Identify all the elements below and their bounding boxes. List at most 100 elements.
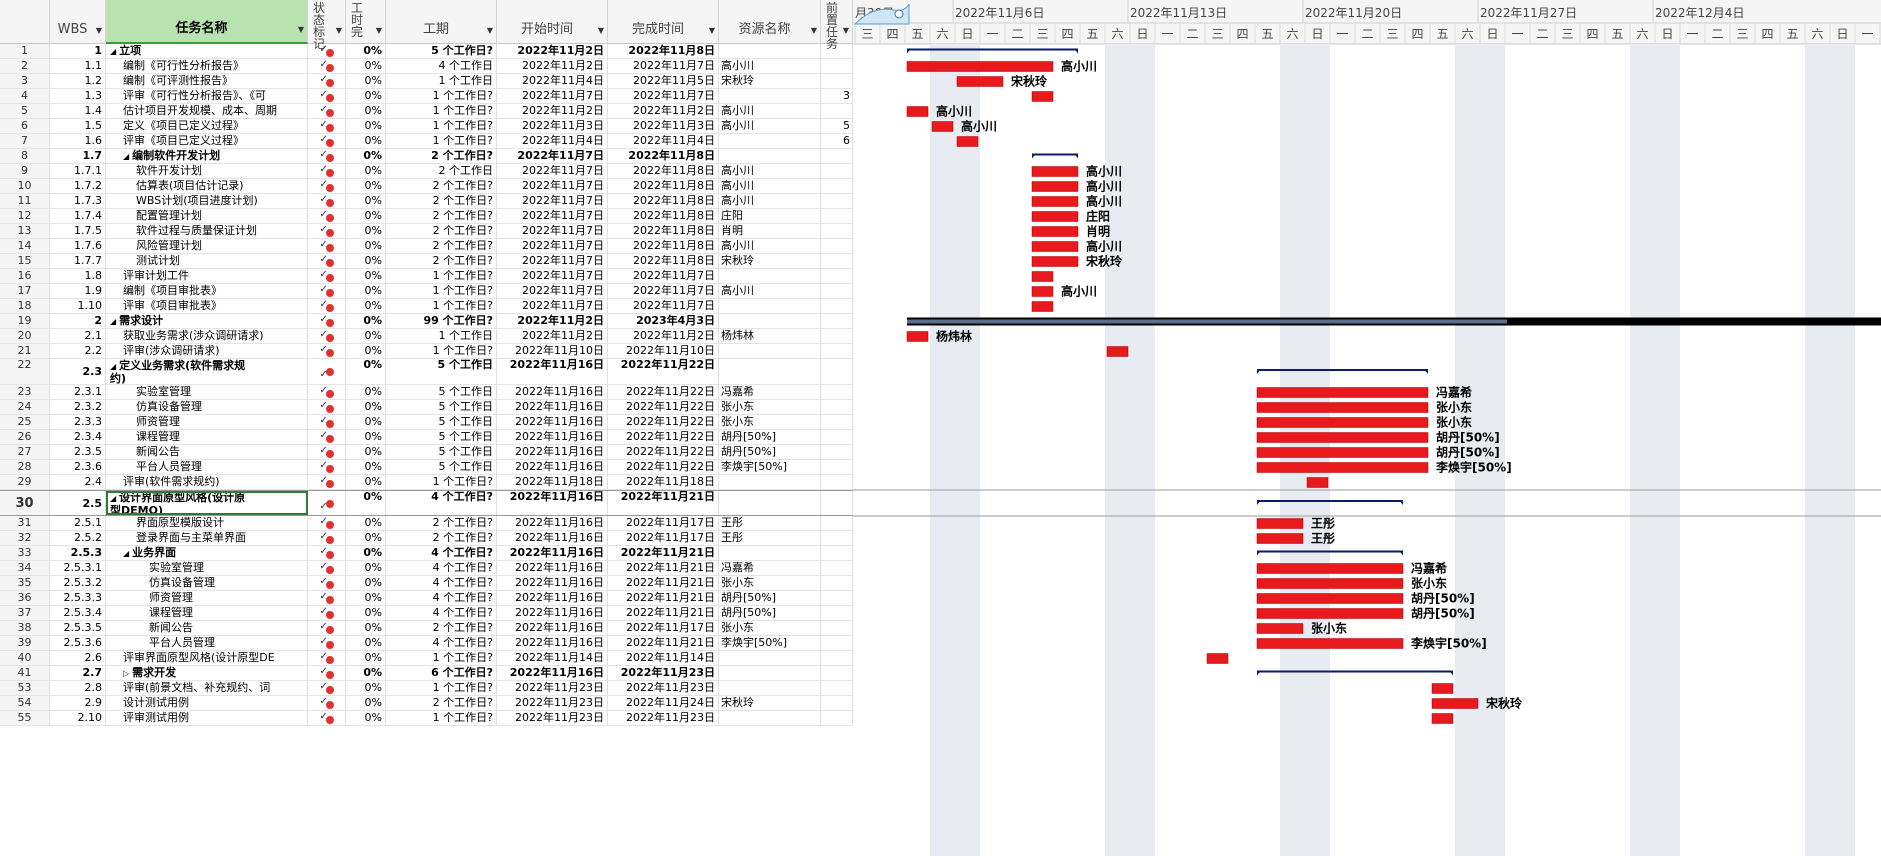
- finish-date-cell[interactable]: 2022年11月7日: [608, 269, 719, 283]
- start-date-cell[interactable]: 2022年11月16日: [497, 621, 608, 635]
- row-number[interactable]: 13: [0, 224, 50, 238]
- resource-cell[interactable]: 张小东: [719, 576, 821, 590]
- finish-date-cell[interactable]: 2022年11月7日: [608, 284, 719, 298]
- wbs-cell[interactable]: 2.5: [50, 491, 106, 515]
- task-row[interactable]: 25 2.3.3 师资管理 ✓ 0% 5 个工作日 2022年11月16日 2022年11月2…: [0, 415, 853, 430]
- percent-complete-cell[interactable]: 0%: [346, 59, 386, 73]
- task-bar[interactable]: [1031, 196, 1079, 207]
- resource-cell[interactable]: 高小川: [719, 104, 821, 118]
- start-date-cell[interactable]: 2022年11月23日: [497, 681, 608, 695]
- predecessor-cell[interactable]: [821, 531, 853, 545]
- predecessor-cell[interactable]: [821, 415, 853, 429]
- predecessor-cell[interactable]: [821, 104, 853, 118]
- duration-cell[interactable]: 6 个工作日?: [386, 666, 497, 680]
- task-name-cell[interactable]: 评审(前景文档、补充规约、词: [106, 681, 308, 695]
- column-header-finish[interactable]: 完成时间 ▼: [608, 0, 719, 44]
- finish-date-cell[interactable]: 2022年11月22日: [608, 445, 719, 459]
- finish-date-cell[interactable]: 2022年11月8日: [608, 194, 719, 208]
- status-cell[interactable]: ✓: [308, 546, 346, 560]
- row-number[interactable]: 12: [0, 209, 50, 223]
- percent-complete-cell[interactable]: 0%: [346, 359, 386, 384]
- row-number[interactable]: 23: [0, 385, 50, 399]
- duration-cell[interactable]: 5 个工作日: [386, 385, 497, 399]
- expand-icon[interactable]: ▷: [123, 669, 130, 678]
- start-date-cell[interactable]: 2022年11月16日: [497, 516, 608, 530]
- resource-cell[interactable]: 杨炜林: [719, 329, 821, 343]
- filter-dropdown-icon[interactable]: ▼: [810, 26, 817, 35]
- status-cell[interactable]: ✓: [308, 516, 346, 530]
- percent-complete-cell[interactable]: 0%: [346, 696, 386, 710]
- predecessor-cell[interactable]: [821, 194, 853, 208]
- resource-cell[interactable]: 李焕宇[50%]: [719, 636, 821, 650]
- status-cell[interactable]: ✓: [308, 179, 346, 193]
- predecessor-cell[interactable]: [821, 385, 853, 399]
- percent-complete-cell[interactable]: 0%: [346, 134, 386, 148]
- finish-date-cell[interactable]: 2022年11月2日: [608, 329, 719, 343]
- finish-date-cell[interactable]: 2022年11月21日: [608, 591, 719, 605]
- resource-cell[interactable]: 高小川: [719, 179, 821, 193]
- percent-complete-cell[interactable]: 0%: [346, 576, 386, 590]
- resource-cell[interactable]: 冯嘉希: [719, 385, 821, 399]
- resource-cell[interactable]: [719, 651, 821, 665]
- task-row[interactable]: 27 2.3.5 新闻公告 ✓ 0% 5 个工作日 2022年11月16日 2022年11月2…: [0, 445, 853, 460]
- percent-complete-cell[interactable]: 0%: [346, 314, 386, 328]
- task-row[interactable]: 32 2.5.2 登录界面与主菜单界面 ✓ 0% 2 个工作日? 2022年11月16日 20…: [0, 531, 853, 546]
- gantt-bars[interactable]: 高小川宋秋玲高小川高小川高小川高小川高小川庄阳肖明高小川宋秋玲高小川杨炜林冯嘉希…: [906, 48, 1881, 724]
- task-name-cell[interactable]: WBS计划(项目进度计划): [106, 194, 308, 208]
- predecessor-cell[interactable]: [821, 44, 853, 58]
- task-bar[interactable]: [1256, 608, 1404, 619]
- percent-complete-cell[interactable]: 0%: [346, 561, 386, 575]
- filter-dropdown-icon[interactable]: ▼: [597, 26, 604, 35]
- duration-cell[interactable]: 2 个工作日?: [386, 239, 497, 253]
- collapse-icon[interactable]: ◢: [123, 549, 130, 558]
- start-date-cell[interactable]: 2022年11月7日: [497, 299, 608, 313]
- wbs-cell[interactable]: 1.7.5: [50, 224, 106, 238]
- finish-date-cell[interactable]: 2022年11月21日: [608, 636, 719, 650]
- predecessor-cell[interactable]: [821, 651, 853, 665]
- resource-cell[interactable]: 高小川: [719, 239, 821, 253]
- status-cell[interactable]: ✓: [308, 400, 346, 414]
- duration-cell[interactable]: 4 个工作日?: [386, 561, 497, 575]
- finish-date-cell[interactable]: 2022年11月10日: [608, 344, 719, 358]
- gantt-canvas[interactable]: 三四五六日一二三四五六日一二三四五六日一二三四五六日一二三四五六日一二三四五六日…: [853, 0, 1881, 856]
- duration-cell[interactable]: 4 个工作日?: [386, 606, 497, 620]
- task-bar[interactable]: [1031, 256, 1079, 267]
- finish-date-cell[interactable]: 2022年11月4日: [608, 134, 719, 148]
- start-date-cell[interactable]: 2022年11月16日: [497, 606, 608, 620]
- start-date-cell[interactable]: 2022年11月16日: [497, 400, 608, 414]
- finish-date-cell[interactable]: 2022年11月5日: [608, 74, 719, 88]
- predecessor-cell[interactable]: [821, 475, 853, 489]
- predecessor-cell[interactable]: 5: [821, 119, 853, 133]
- wbs-cell[interactable]: 2.5.3.2: [50, 576, 106, 590]
- task-name-cell[interactable]: 评审测试用例: [106, 711, 308, 725]
- duration-cell[interactable]: 2 个工作日?: [386, 696, 497, 710]
- finish-date-cell[interactable]: 2022年11月23日: [608, 666, 719, 680]
- duration-cell[interactable]: 4 个工作日?: [386, 546, 497, 560]
- duration-cell[interactable]: 2 个工作日?: [386, 516, 497, 530]
- filter-dropdown-icon[interactable]: ▼: [842, 26, 849, 35]
- status-cell[interactable]: ✓: [308, 329, 346, 343]
- status-cell[interactable]: ✓: [308, 59, 346, 73]
- start-date-cell[interactable]: 2022年11月7日: [497, 269, 608, 283]
- resource-cell[interactable]: 张小东: [719, 400, 821, 414]
- wbs-cell[interactable]: 1.10: [50, 299, 106, 313]
- task-name-cell[interactable]: 师资管理: [106, 591, 308, 605]
- predecessor-cell[interactable]: [821, 666, 853, 680]
- task-name-cell[interactable]: 配置管理计划: [106, 209, 308, 223]
- start-date-cell[interactable]: 2022年11月7日: [497, 179, 608, 193]
- predecessor-cell[interactable]: [821, 681, 853, 695]
- wbs-cell[interactable]: 2.7: [50, 666, 106, 680]
- finish-date-cell[interactable]: 2022年11月3日: [608, 119, 719, 133]
- task-name-cell[interactable]: 软件过程与质量保证计划: [106, 224, 308, 238]
- finish-date-cell[interactable]: 2022年11月7日: [608, 59, 719, 73]
- status-cell[interactable]: ✓: [308, 666, 346, 680]
- wbs-cell[interactable]: 1.1: [50, 59, 106, 73]
- start-date-cell[interactable]: 2022年11月7日: [497, 224, 608, 238]
- wbs-cell[interactable]: 1.7.6: [50, 239, 106, 253]
- percent-complete-cell[interactable]: 0%: [346, 400, 386, 414]
- task-row[interactable]: 12 1.7.4 配置管理计划 ✓ 0% 2 个工作日? 2022年11月7日 2022年11…: [0, 209, 853, 224]
- resource-cell[interactable]: [719, 314, 821, 328]
- resource-cell[interactable]: 宋秋玲: [719, 74, 821, 88]
- task-row[interactable]: 21 2.2 评审(涉众调研请求) ✓ 0% 1 个工作日? 2022年11月10日 2022…: [0, 344, 853, 359]
- status-cell[interactable]: ✓: [308, 224, 346, 238]
